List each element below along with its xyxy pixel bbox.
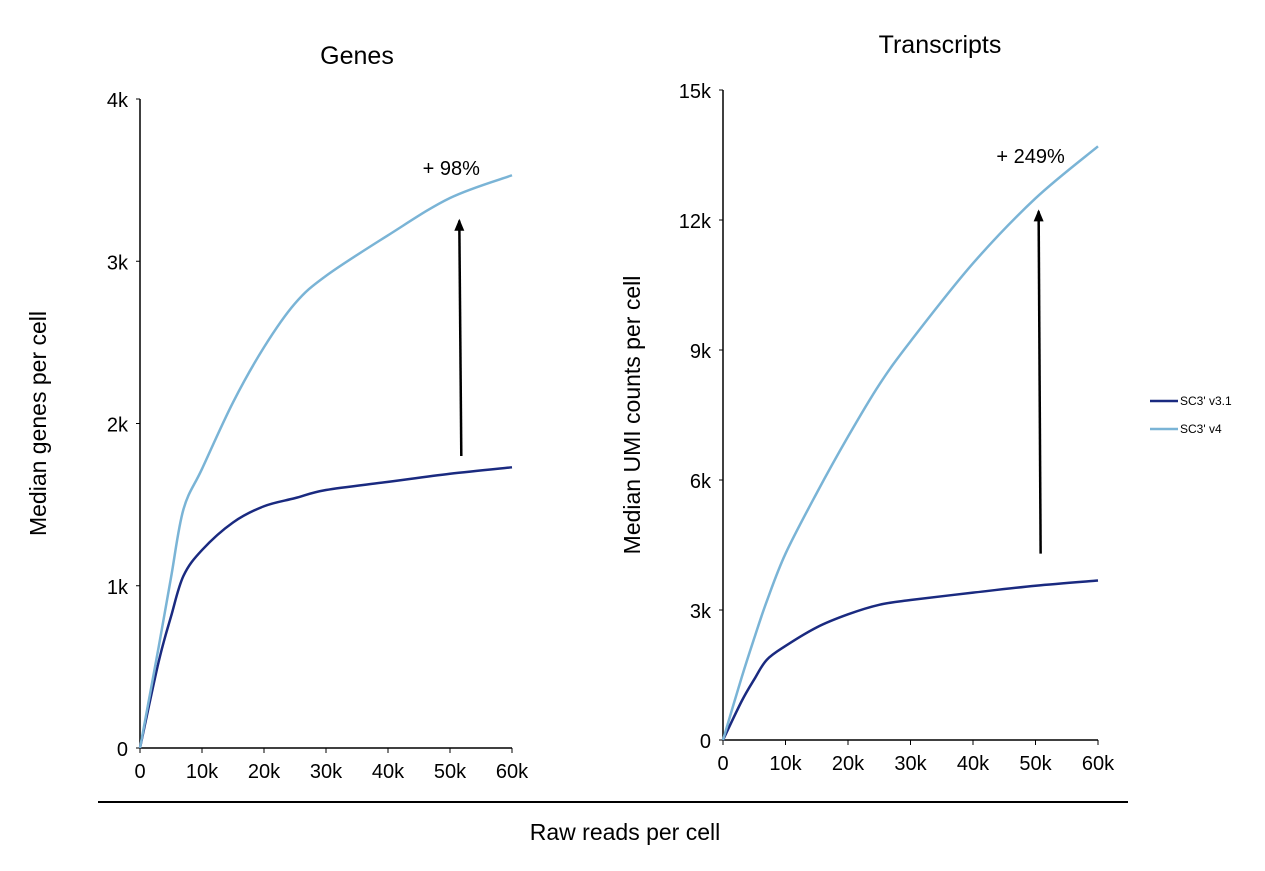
x-tick-label: 60k (1082, 753, 1115, 775)
y-tick-label: 12k (679, 211, 712, 233)
y-tick-label: 9k (690, 341, 712, 363)
legend-label-v4: SC3' v4 (1180, 422, 1222, 436)
x-tick-label: 40k (372, 761, 405, 783)
series-line-v3-1 (138, 466, 513, 749)
plot-0: Genes Median genes per cell 0 1k 2k 3k 4k 0 10k 2… (25, 42, 529, 783)
arrowhead-icon (1033, 209, 1044, 222)
x-tick-label: 60k (496, 761, 529, 783)
x-tick-label: 40k (957, 753, 990, 775)
increase-arrow (458, 220, 463, 456)
x-tick-label: 50k (434, 761, 467, 783)
y-tick-label: 3k (107, 252, 129, 274)
y-tick-label: 6k (690, 471, 712, 493)
plot-title: Genes (320, 42, 394, 70)
y-axis-label: Median UMI counts per cell (619, 276, 645, 555)
x-tick-label: 10k (769, 753, 802, 775)
y-axis-label: Median genes per cell (25, 311, 51, 536)
y-tick-label: 1k (107, 577, 129, 599)
legend: SC3' v3.1 SC3' v4 (1150, 394, 1232, 436)
y-tick-label: 0 (117, 739, 128, 761)
y-tick-label: 0 (700, 731, 711, 753)
y-tick-label: 4k (107, 90, 129, 112)
shared-x-axis-label: Raw reads per cell (530, 819, 720, 845)
arrowhead-icon (454, 218, 465, 231)
series-line-v3-1 (721, 579, 1099, 741)
x-tick-label: 30k (310, 761, 343, 783)
x-tick-label: 50k (1019, 753, 1052, 775)
x-tick-label: 20k (832, 753, 865, 775)
increase-arrow (1037, 211, 1042, 554)
y-tick-label: 2k (107, 415, 129, 437)
x-tick-label: 0 (717, 753, 728, 775)
x-tick-label: 20k (248, 761, 281, 783)
increase-annotation: + 98% (423, 158, 480, 180)
series-line-v4 (721, 145, 1099, 741)
plot-1: Transcripts Median UMI counts per cell 0 3k… (619, 31, 1115, 775)
plot-title: Transcripts (879, 31, 1002, 59)
x-tick-label: 0 (134, 761, 145, 783)
increase-annotation: + 249% (996, 146, 1065, 168)
legend-label-v3-1: SC3' v3.1 (1180, 394, 1232, 408)
x-tick-label: 30k (894, 753, 927, 775)
y-tick-label: 15k (679, 81, 712, 103)
series-line-v4 (138, 174, 513, 749)
x-tick-label: 10k (186, 761, 219, 783)
y-tick-label: 3k (690, 601, 712, 623)
